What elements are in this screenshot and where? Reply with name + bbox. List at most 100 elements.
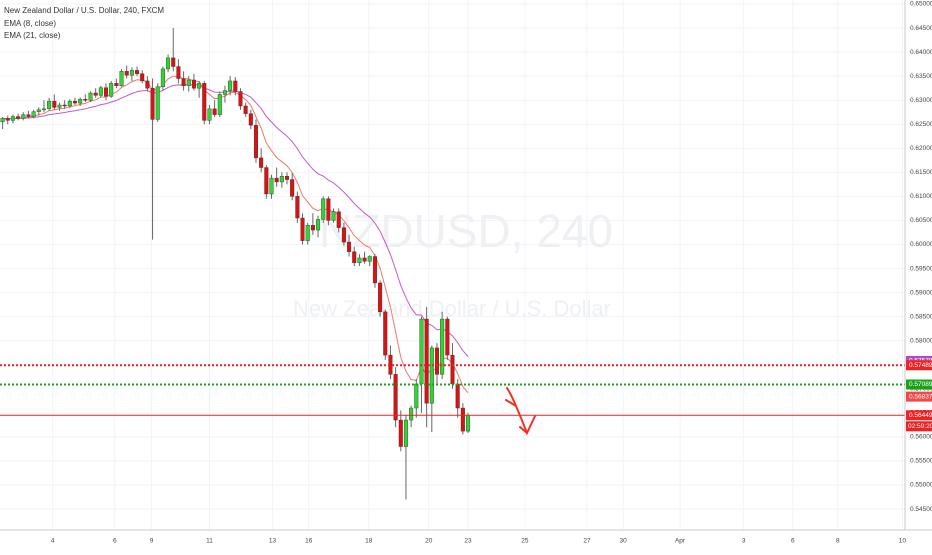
x-tick-label: 10 xyxy=(899,538,907,545)
candle-body xyxy=(424,318,429,404)
candle-body xyxy=(357,257,362,263)
grid xyxy=(0,0,905,530)
candle-body xyxy=(383,311,388,356)
price-label: 0.56449 xyxy=(909,412,932,419)
candle-body xyxy=(57,104,62,108)
candle-body xyxy=(233,80,238,92)
candle-body xyxy=(41,108,46,111)
plot xyxy=(0,28,905,500)
candle-body xyxy=(429,347,434,404)
candle-body xyxy=(269,177,274,195)
candle-body xyxy=(114,83,119,86)
chart-title: New Zealand Dollar / U.S. Dollar, 240, F… xyxy=(4,6,164,15)
x-tick-label: 8 xyxy=(836,538,840,545)
candle-body xyxy=(285,175,290,180)
candle-body xyxy=(145,80,150,89)
x-tick-label: 9 xyxy=(150,538,154,545)
candle-body xyxy=(403,419,408,447)
y-tick-label: 0.59000 xyxy=(910,289,932,296)
candle-body xyxy=(290,179,295,197)
x-tick-label: 13 xyxy=(269,538,277,545)
candle-body xyxy=(176,66,181,79)
y-tick-label: 0.63000 xyxy=(910,97,932,104)
axes: 0.545000.550000.555000.560000.565000.570… xyxy=(4,1,932,545)
candle-body xyxy=(409,407,414,421)
candle-body xyxy=(150,87,155,120)
candle-body xyxy=(321,198,326,220)
price-label-box xyxy=(906,360,932,371)
candle-body xyxy=(124,71,129,76)
x-tick-label: 23 xyxy=(464,538,472,545)
y-tick-label: 0.58500 xyxy=(910,313,932,320)
candle-body xyxy=(197,83,202,89)
price-axis xyxy=(905,0,932,550)
candle-body xyxy=(181,78,186,86)
candle-body xyxy=(450,354,455,385)
candle-body xyxy=(88,92,93,101)
candle-body xyxy=(341,227,346,243)
candle-body xyxy=(98,87,103,96)
candle-body xyxy=(347,241,352,252)
candle-body xyxy=(10,116,15,121)
candle-body xyxy=(109,83,114,97)
candle-body xyxy=(186,79,191,86)
candle-body xyxy=(316,219,321,231)
time-axis xyxy=(0,530,905,550)
candle-body xyxy=(140,73,145,82)
watermark-name: New Zealand Dollar / U.S. Dollar xyxy=(293,296,611,321)
y-tick-label: 0.58000 xyxy=(910,337,932,344)
y-tick-label: 0.56000 xyxy=(910,434,932,441)
candle-body xyxy=(440,318,445,375)
x-tick-label: 25 xyxy=(521,538,529,545)
candle-body xyxy=(367,256,372,262)
candle-body xyxy=(212,108,217,115)
candle-body xyxy=(326,198,331,221)
candle-body xyxy=(466,415,471,432)
price-label: 0.57489 xyxy=(909,362,932,369)
candle-body xyxy=(21,114,26,119)
y-tick-label: 0.61500 xyxy=(910,169,932,176)
y-tick-label: 0.65000 xyxy=(910,1,932,8)
candle-body xyxy=(47,100,52,110)
candle-body xyxy=(352,251,357,263)
candle-body xyxy=(171,57,176,67)
candle-body xyxy=(207,108,212,121)
drawn-arrow xyxy=(505,387,536,436)
candle-body xyxy=(26,114,31,117)
candle-body xyxy=(78,99,83,104)
candle-body xyxy=(67,100,72,107)
indicator-legend: EMA (8, close) xyxy=(4,19,56,28)
candle-body xyxy=(372,256,377,284)
y-tick-label: 0.62000 xyxy=(910,145,932,152)
candle-body xyxy=(259,157,264,168)
candle-body xyxy=(16,116,21,119)
candle-body xyxy=(217,94,222,115)
candle-body xyxy=(83,99,88,101)
candle-body xyxy=(393,374,398,421)
candle-body xyxy=(52,100,57,108)
price-label: 0.57089 xyxy=(909,381,932,388)
candle-body xyxy=(455,383,460,409)
candle-body xyxy=(362,257,367,262)
x-tick-label: 11 xyxy=(206,538,213,545)
candle-body xyxy=(166,57,171,70)
y-tick-label: 0.54500 xyxy=(910,506,932,513)
x-tick-label: 16 xyxy=(305,538,313,545)
candle-body xyxy=(253,125,258,159)
y-tick-label: 0.64500 xyxy=(910,25,932,32)
x-tick-label: 6 xyxy=(113,538,117,545)
x-tick-label: 20 xyxy=(425,538,433,545)
candle-body xyxy=(104,87,109,97)
candle-body xyxy=(62,104,67,107)
price-label-box xyxy=(906,391,932,402)
price-label: 0.56837 xyxy=(909,393,932,400)
x-tick-label: 4 xyxy=(51,538,55,545)
candle-body xyxy=(264,167,269,195)
candle-body xyxy=(279,175,284,183)
candle-body xyxy=(72,100,77,104)
candle-body xyxy=(135,70,140,74)
candle-body xyxy=(331,211,336,221)
candle-body xyxy=(155,86,160,120)
